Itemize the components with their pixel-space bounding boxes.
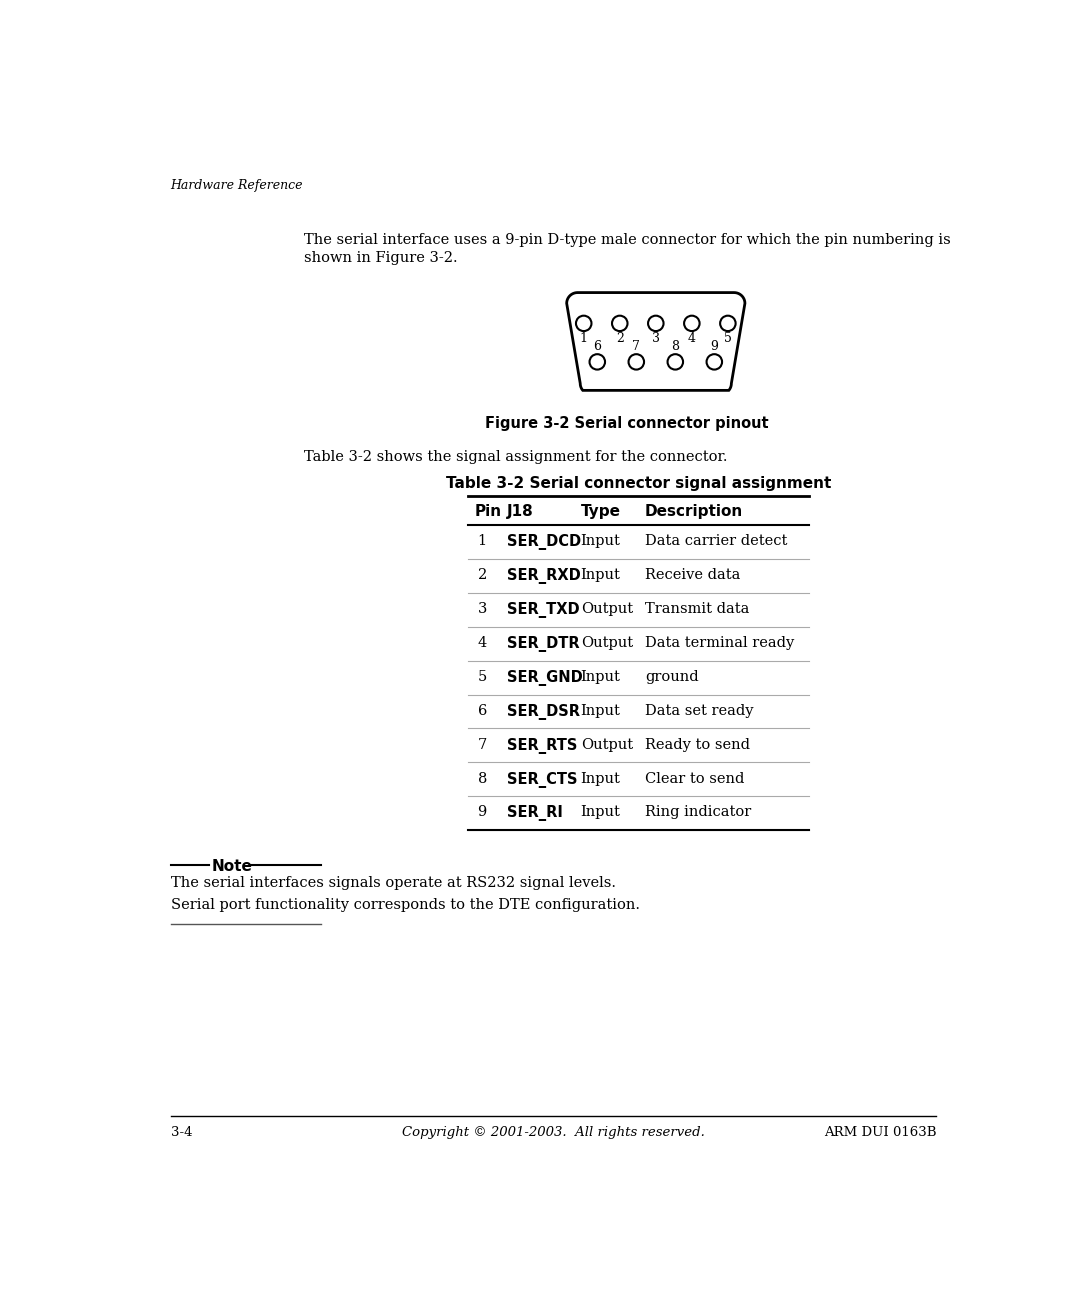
Text: 8: 8 <box>672 341 679 354</box>
Text: SER_CTS: SER_CTS <box>507 771 578 788</box>
Text: The serial interfaces signals operate at RS232 signal levels.: The serial interfaces signals operate at… <box>171 876 616 890</box>
Text: Receive data: Receive data <box>645 568 740 582</box>
Text: Note: Note <box>212 859 253 875</box>
Text: 3: 3 <box>477 603 487 616</box>
Text: 6: 6 <box>477 704 487 718</box>
Text: SER_TXD: SER_TXD <box>507 603 580 618</box>
Text: Data set ready: Data set ready <box>645 704 754 718</box>
Text: Output: Output <box>581 737 633 752</box>
Text: J18: J18 <box>507 504 534 518</box>
Text: Input: Input <box>581 704 621 718</box>
Circle shape <box>667 354 683 369</box>
Text: Ring indicator: Ring indicator <box>645 805 752 819</box>
Text: The serial interface uses a 9-pin D-type male connector for which the pin number: The serial interface uses a 9-pin D-type… <box>303 232 950 246</box>
Text: 1: 1 <box>580 332 588 345</box>
Text: 5: 5 <box>477 670 487 684</box>
Circle shape <box>576 316 592 330</box>
Text: SER_DTR: SER_DTR <box>507 636 580 652</box>
Text: 7: 7 <box>633 341 640 354</box>
Text: 4: 4 <box>477 636 487 651</box>
Text: 5: 5 <box>724 332 732 345</box>
Text: 2: 2 <box>616 332 624 345</box>
Text: Input: Input <box>581 670 621 684</box>
Text: 9: 9 <box>477 805 487 819</box>
Text: Pin: Pin <box>474 504 501 518</box>
Text: shown in Figure 3-2.: shown in Figure 3-2. <box>303 251 458 264</box>
Text: Description: Description <box>645 504 743 518</box>
Circle shape <box>612 316 627 330</box>
Text: SER_RTS: SER_RTS <box>507 737 578 754</box>
Text: Serial port functionality corresponds to the DTE configuration.: Serial port functionality corresponds to… <box>171 898 639 912</box>
Text: Input: Input <box>581 568 621 582</box>
Text: 1: 1 <box>477 534 487 548</box>
Text: SER_GND: SER_GND <box>507 670 583 686</box>
Text: 3: 3 <box>652 332 660 345</box>
Text: 6: 6 <box>593 341 602 354</box>
Text: Transmit data: Transmit data <box>645 603 750 616</box>
Text: Data terminal ready: Data terminal ready <box>645 636 794 651</box>
Text: Clear to send: Clear to send <box>645 771 744 785</box>
Text: Table 3-2 shows the signal assignment for the connector.: Table 3-2 shows the signal assignment fo… <box>303 450 728 464</box>
Circle shape <box>684 316 700 330</box>
Text: 4: 4 <box>688 332 696 345</box>
Text: 9: 9 <box>711 341 718 354</box>
Text: Hardware Reference: Hardware Reference <box>171 179 303 192</box>
Text: SER_DCD: SER_DCD <box>507 534 581 551</box>
Polygon shape <box>567 293 745 390</box>
Circle shape <box>648 316 663 330</box>
Circle shape <box>706 354 723 369</box>
Circle shape <box>629 354 644 369</box>
Text: ARM DUI 0163B: ARM DUI 0163B <box>824 1126 936 1139</box>
Text: 3-4: 3-4 <box>171 1126 192 1139</box>
Text: Input: Input <box>581 771 621 785</box>
Text: 2: 2 <box>477 568 487 582</box>
Text: Ready to send: Ready to send <box>645 737 750 752</box>
Text: SER_RXD: SER_RXD <box>507 568 581 584</box>
Text: SER_RI: SER_RI <box>507 805 563 822</box>
Text: Input: Input <box>581 805 621 819</box>
Text: Table 3-2 Serial connector signal assignment: Table 3-2 Serial connector signal assign… <box>446 476 832 491</box>
Text: Input: Input <box>581 534 621 548</box>
Text: Type: Type <box>581 504 621 518</box>
Text: 7: 7 <box>477 737 487 752</box>
Text: Figure 3-2 Serial connector pinout: Figure 3-2 Serial connector pinout <box>485 416 768 430</box>
Text: Copyright © 2001-2003.  All rights reserved.: Copyright © 2001-2003. All rights reserv… <box>402 1126 705 1139</box>
Circle shape <box>590 354 605 369</box>
Text: SER_DSR: SER_DSR <box>507 704 580 719</box>
Text: Output: Output <box>581 636 633 651</box>
Text: Output: Output <box>581 603 633 616</box>
Text: ground: ground <box>645 670 699 684</box>
Text: 8: 8 <box>477 771 487 785</box>
Text: Data carrier detect: Data carrier detect <box>645 534 787 548</box>
Circle shape <box>720 316 735 330</box>
